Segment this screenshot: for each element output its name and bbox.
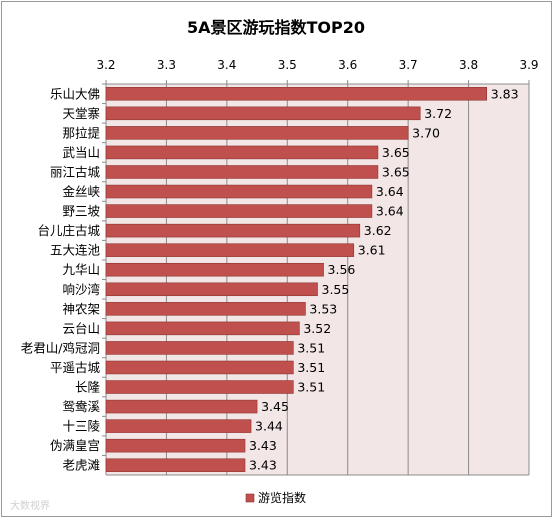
bar: [105, 380, 294, 394]
data-label: 3.83: [491, 86, 519, 101]
plot-area: 3.2 3.3 3.4 3.5 3.6 3.7 3.8 3.9 乐山大佛 3.83 天堂寨 3.72 那…: [21, 58, 539, 476]
category-label: 台儿庄古城: [37, 223, 100, 238]
category-label: 丽江古城: [50, 164, 101, 179]
data-label: 3.52: [303, 321, 331, 336]
bar: [105, 282, 318, 297]
category-label: 十三陵: [62, 419, 100, 434]
data-label: 3.51: [297, 380, 325, 395]
bar: [105, 165, 379, 179]
x-tick-label: 3.7: [399, 58, 418, 72]
category-label: 天堂寨: [62, 106, 100, 121]
data-label: 3.56: [328, 262, 356, 277]
data-label: 3.64: [376, 204, 404, 219]
x-tick-label: 3.6: [338, 58, 357, 72]
legend-label: 游览指数: [258, 490, 306, 505]
data-label: 3.61: [358, 243, 386, 258]
chart-title: 5A景区游玩指数TOP20: [187, 18, 365, 37]
category-label: 响沙湾: [62, 282, 100, 297]
bar: [105, 399, 258, 414]
legend-swatch: [245, 493, 255, 503]
data-label: 3.53: [309, 301, 337, 316]
data-label: 3.51: [297, 340, 325, 355]
data-label: 3.65: [382, 164, 410, 179]
x-tick-label: 3.2: [96, 58, 115, 72]
category-label: 那拉提: [62, 125, 100, 140]
x-tick-label: 3.5: [278, 58, 297, 72]
category-label: 云台山: [62, 321, 100, 336]
data-label: 3.43: [249, 458, 277, 473]
category-label: 五大连池: [50, 243, 101, 258]
bar: [105, 458, 246, 472]
data-label: 3.43: [249, 438, 277, 453]
plot-background: [106, 84, 529, 475]
bar: [105, 184, 373, 199]
bar: [105, 262, 324, 277]
data-label: 3.51: [297, 360, 325, 375]
data-label: 3.62: [364, 223, 392, 238]
x-tick-label: 3.4: [217, 58, 236, 72]
category-label: 平遥古城: [50, 360, 101, 375]
bar: [105, 204, 373, 218]
data-label: 3.44: [255, 419, 283, 434]
bar: [105, 87, 488, 101]
data-label: 3.45: [261, 399, 289, 414]
category-label: 老君山/鸡冠洞: [21, 340, 100, 355]
bar: [105, 223, 361, 238]
x-tick-label: 3.9: [519, 58, 538, 72]
data-label: 3.64: [376, 184, 404, 199]
data-label: 3.65: [382, 145, 410, 160]
data-label: 3.55: [322, 282, 350, 297]
category-label: 武当山: [62, 145, 100, 160]
data-label: 3.70: [412, 125, 440, 140]
category-label: 神农架: [62, 301, 100, 316]
category-label: 乐山大佛: [50, 86, 100, 101]
category-label: 老虎滩: [62, 458, 100, 473]
x-tick-label: 3.8: [459, 58, 478, 72]
bar: [105, 341, 294, 355]
watermark: 大数视界: [10, 501, 50, 512]
bar: [105, 106, 421, 121]
category-label: 鸳鸯溪: [62, 399, 100, 414]
category-label: 野三坡: [62, 204, 100, 219]
category-label: 九华山: [62, 262, 100, 277]
category-label: 长隆: [75, 380, 101, 395]
bar: [105, 419, 252, 433]
bar: [105, 360, 294, 375]
category-label: 伪满皇宫: [50, 438, 100, 453]
bar: [105, 321, 300, 336]
category-label: 金丝峡: [62, 184, 100, 199]
x-tick-label: 3.3: [157, 58, 176, 72]
data-label: 3.72: [424, 106, 452, 121]
bar: [105, 302, 306, 316]
bar: [105, 145, 379, 160]
legend: 游览指数: [245, 490, 306, 505]
bar: [105, 243, 355, 257]
bar: [105, 438, 246, 453]
bar: [105, 126, 409, 140]
